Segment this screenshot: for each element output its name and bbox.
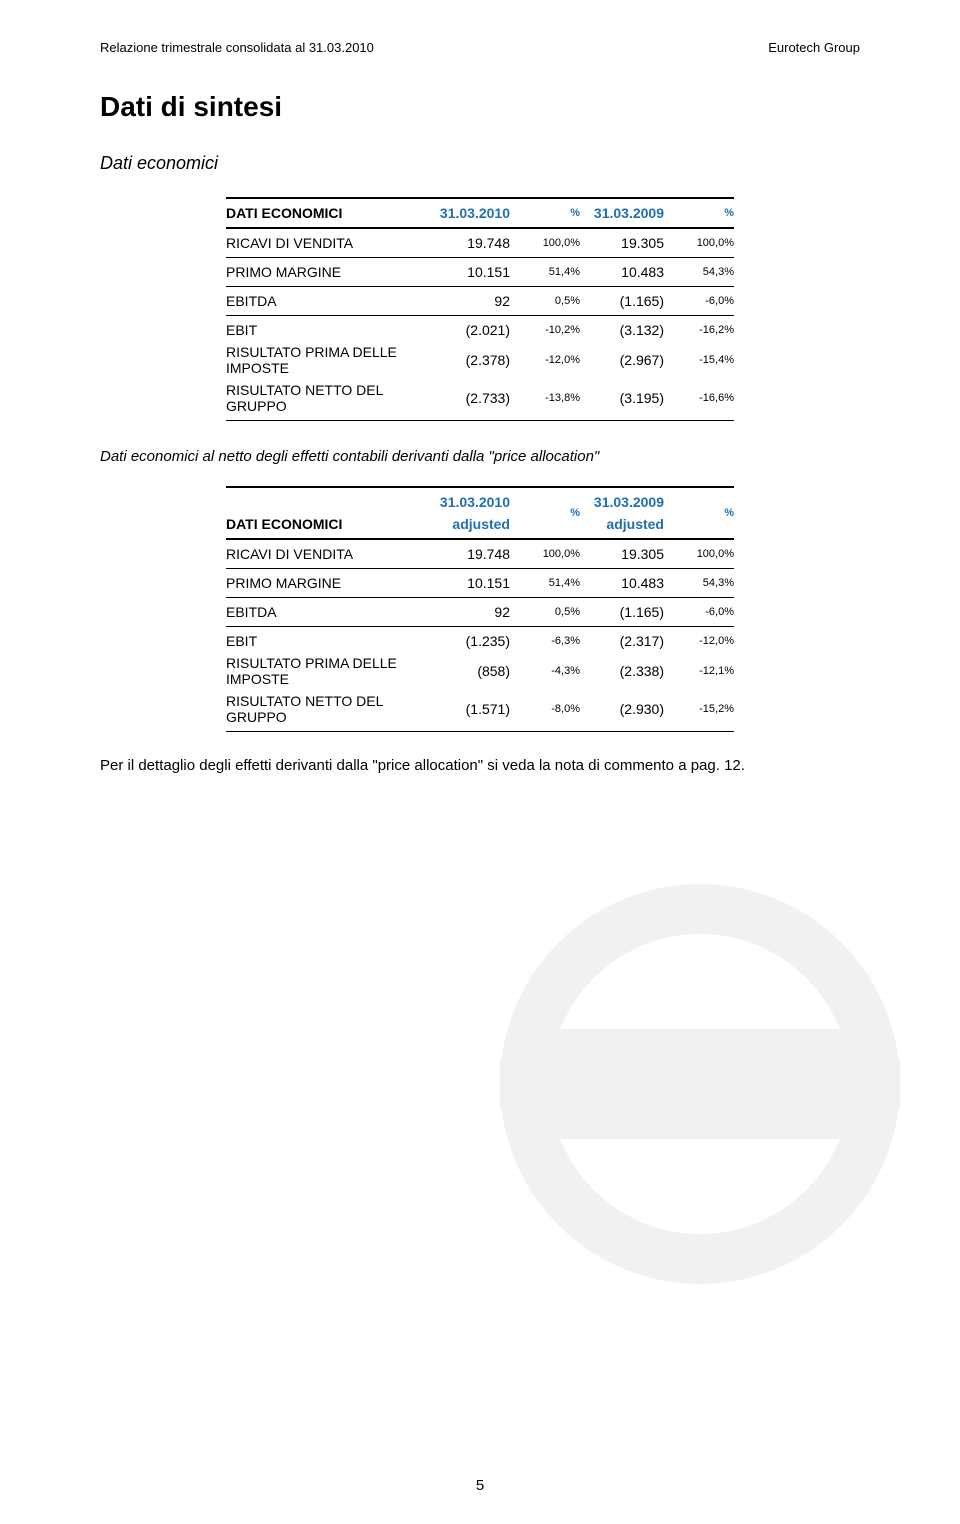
page-number: 5: [0, 1477, 960, 1494]
t1-r0-v2: 19.305: [586, 232, 670, 254]
t1-col2: %: [516, 202, 586, 224]
t1-r1-p2: 54,3%: [670, 261, 740, 283]
table-row: RISULTATO PRIMA DELLE IMPOSTE (858) -4,3…: [220, 652, 740, 690]
t1-r2-v2: (1.165): [586, 290, 670, 312]
t1-col4: %: [670, 202, 740, 224]
header-right: Eurotech Group: [768, 40, 860, 55]
t1-r0-v1: 19.748: [432, 232, 516, 254]
t1-r5-p2: -16,6%: [670, 379, 740, 417]
table-row: EBIT (2.021) -10,2% (3.132) -16,2%: [220, 319, 740, 341]
t2-col1b: adjusted: [432, 513, 516, 535]
page-title: Dati di sintesi: [100, 91, 860, 123]
t1-r5-v1: (2.733): [432, 379, 516, 417]
t2-r5-label: RISULTATO NETTO DEL GRUPPO: [220, 690, 432, 728]
t2-r5-v1: (1.571): [432, 690, 516, 728]
t1-r4-v2: (2.967): [586, 341, 670, 379]
header-left: Relazione trimestrale consolidata al 31.…: [100, 40, 374, 55]
table-row: PRIMO MARGINE 10.151 51,4% 10.483 54,3%: [220, 572, 740, 594]
table-row: RISULTATO NETTO DEL GRUPPO (2.733) -13,8…: [220, 379, 740, 417]
t2-r1-label: PRIMO MARGINE: [220, 572, 432, 594]
t1-r4-label: RISULTATO PRIMA DELLE IMPOSTE: [220, 341, 432, 379]
t2-r4-v2: (2.338): [586, 652, 670, 690]
t1-r3-v1: (2.021): [432, 319, 516, 341]
t2-r3-v1: (1.235): [432, 630, 516, 652]
table-row: RISULTATO NETTO DEL GRUPPO (1.571) -8,0%…: [220, 690, 740, 728]
t2-col4: %: [670, 491, 740, 535]
t2-r4-label: RISULTATO PRIMA DELLE IMPOSTE: [220, 652, 432, 690]
t1-r5-v2: (3.195): [586, 379, 670, 417]
t1-r1-v2: 10.483: [586, 261, 670, 283]
t2-r1-p1: 51,4%: [516, 572, 586, 594]
t1-r4-p1: -12,0%: [516, 341, 586, 379]
table-row: EBITDA 92 0,5% (1.165) -6,0%: [220, 601, 740, 623]
t2-r3-p1: -6,3%: [516, 630, 586, 652]
t1-r0-p2: 100,0%: [670, 232, 740, 254]
t2-r1-p2: 54,3%: [670, 572, 740, 594]
table-dati-economici-adjusted: DATI ECONOMICI 31.03.2010 % 31.03.2009 %…: [220, 483, 740, 735]
watermark-logo: [440, 824, 960, 1344]
t2-r3-label: EBIT: [220, 630, 432, 652]
t1-r3-label: EBIT: [220, 319, 432, 341]
footer-note: Per il dettaglio degli effetti derivanti…: [100, 757, 860, 774]
t2-r4-p1: -4,3%: [516, 652, 586, 690]
t2-r5-p1: -8,0%: [516, 690, 586, 728]
t1-r3-p2: -16,2%: [670, 319, 740, 341]
t2-r3-p2: -12,0%: [670, 630, 740, 652]
subtitle-1: Dati economici: [100, 153, 860, 174]
table-row: EBIT (1.235) -6,3% (2.317) -12,0%: [220, 630, 740, 652]
t2-r5-p2: -15,2%: [670, 690, 740, 728]
t1-header-label: DATI ECONOMICI: [220, 202, 432, 224]
t1-col3: 31.03.2009: [586, 202, 670, 224]
table-row: EBITDA 92 0,5% (1.165) -6,0%: [220, 290, 740, 312]
t2-r2-p2: -6,0%: [670, 601, 740, 623]
t2-r2-v1: 92: [432, 601, 516, 623]
table-row: PRIMO MARGINE 10.151 51,4% 10.483 54,3%: [220, 261, 740, 283]
subtitle-2: Dati economici al netto degli effetti co…: [100, 448, 860, 465]
t2-r3-v2: (2.317): [586, 630, 670, 652]
t1-r0-label: RICAVI DI VENDITA: [220, 232, 432, 254]
table-row: RISULTATO PRIMA DELLE IMPOSTE (2.378) -1…: [220, 341, 740, 379]
t2-r2-p1: 0,5%: [516, 601, 586, 623]
t1-r1-label: PRIMO MARGINE: [220, 261, 432, 283]
t1-r3-v2: (3.132): [586, 319, 670, 341]
t2-r2-label: EBITDA: [220, 601, 432, 623]
t2-col1a: 31.03.2010: [432, 491, 516, 513]
page-header: Relazione trimestrale consolidata al 31.…: [100, 40, 860, 55]
t2-r0-p1: 100,0%: [516, 543, 586, 565]
t2-header-label: DATI ECONOMICI: [220, 491, 432, 535]
t1-r2-label: EBITDA: [220, 290, 432, 312]
t2-col3b: adjusted: [586, 513, 670, 535]
table-row: RICAVI DI VENDITA 19.748 100,0% 19.305 1…: [220, 232, 740, 254]
t2-r5-v2: (2.930): [586, 690, 670, 728]
t2-r2-v2: (1.165): [586, 601, 670, 623]
table-dati-economici: DATI ECONOMICI 31.03.2010 % 31.03.2009 %…: [220, 194, 740, 424]
t2-r1-v1: 10.151: [432, 572, 516, 594]
t1-r2-p1: 0,5%: [516, 290, 586, 312]
t1-r1-p1: 51,4%: [516, 261, 586, 283]
t1-r1-v1: 10.151: [432, 261, 516, 283]
t1-col1: 31.03.2010: [432, 202, 516, 224]
t1-r5-p1: -13,8%: [516, 379, 586, 417]
t2-r0-p2: 100,0%: [670, 543, 740, 565]
t2-col3a: 31.03.2009: [586, 491, 670, 513]
t1-r2-p2: -6,0%: [670, 290, 740, 312]
t2-r1-v2: 10.483: [586, 572, 670, 594]
t1-r4-v1: (2.378): [432, 341, 516, 379]
table-row: RICAVI DI VENDITA 19.748 100,0% 19.305 1…: [220, 543, 740, 565]
t1-r4-p2: -15,4%: [670, 341, 740, 379]
t2-col2: %: [516, 491, 586, 535]
t2-r0-v2: 19.305: [586, 543, 670, 565]
t1-r2-v1: 92: [432, 290, 516, 312]
t2-r4-p2: -12,1%: [670, 652, 740, 690]
t2-r0-v1: 19.748: [432, 543, 516, 565]
t1-r5-label: RISULTATO NETTO DEL GRUPPO: [220, 379, 432, 417]
t1-r0-p1: 100,0%: [516, 232, 586, 254]
t2-r0-label: RICAVI DI VENDITA: [220, 543, 432, 565]
t1-r3-p1: -10,2%: [516, 319, 586, 341]
t2-r4-v1: (858): [432, 652, 516, 690]
